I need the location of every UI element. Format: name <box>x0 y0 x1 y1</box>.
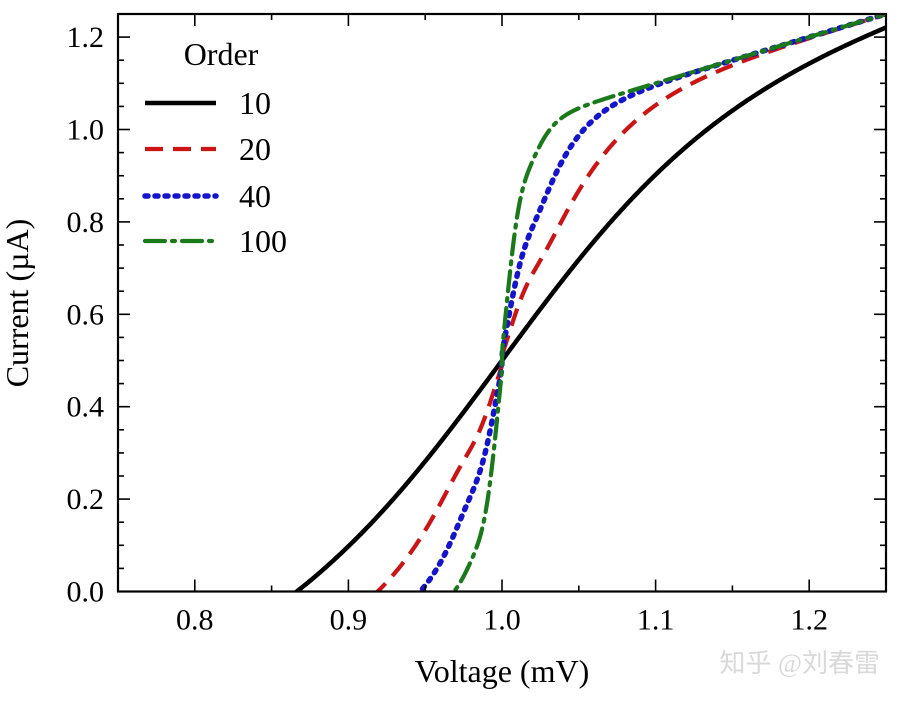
svg-text:20: 20 <box>239 131 271 167</box>
svg-text:100: 100 <box>239 223 287 259</box>
svg-text:Voltage (mV): Voltage (mV) <box>415 653 589 689</box>
svg-text:知乎 @刘春雷: 知乎 @刘春雷 <box>720 649 880 678</box>
svg-text:1.1: 1.1 <box>637 604 675 637</box>
svg-text:0.9: 0.9 <box>330 604 368 637</box>
svg-text:1.0: 1.0 <box>483 604 521 637</box>
svg-text:40: 40 <box>239 178 271 214</box>
svg-text:0.2: 0.2 <box>67 483 105 516</box>
svg-text:Order: Order <box>184 36 259 72</box>
svg-text:0.0: 0.0 <box>67 576 105 609</box>
svg-text:0.4: 0.4 <box>67 391 105 424</box>
svg-text:1.0: 1.0 <box>67 114 105 147</box>
svg-text:0.8: 0.8 <box>176 604 214 637</box>
svg-text:0.8: 0.8 <box>67 206 105 239</box>
svg-text:Current (µA): Current (µA) <box>0 219 35 388</box>
svg-text:1.2: 1.2 <box>790 604 828 637</box>
svg-text:0.6: 0.6 <box>67 298 105 331</box>
svg-text:1.2: 1.2 <box>67 21 105 54</box>
svg-text:10: 10 <box>239 85 271 121</box>
